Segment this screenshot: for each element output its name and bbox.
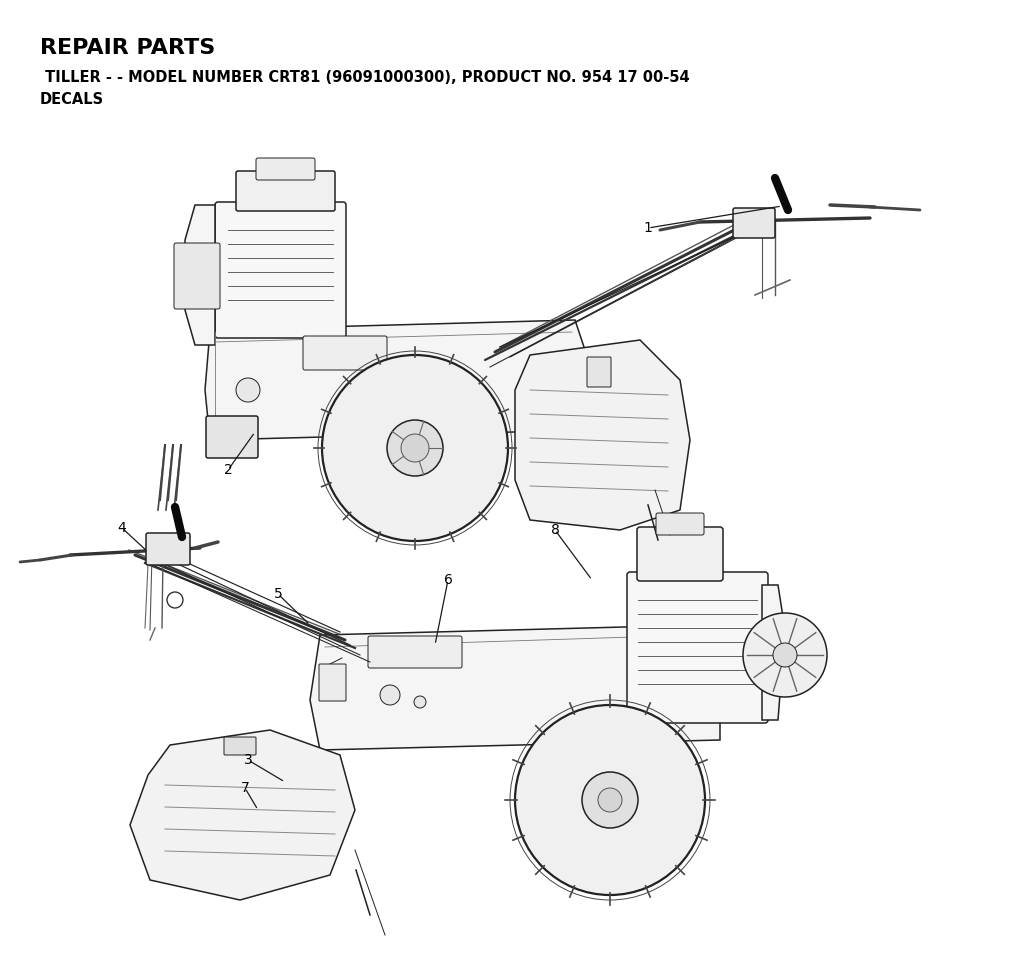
Polygon shape <box>310 625 720 750</box>
FancyBboxPatch shape <box>656 513 705 535</box>
Text: 3: 3 <box>244 753 252 767</box>
Circle shape <box>515 705 705 895</box>
Circle shape <box>322 355 508 541</box>
Text: 7: 7 <box>241 781 250 795</box>
FancyBboxPatch shape <box>587 357 611 387</box>
FancyBboxPatch shape <box>627 572 768 723</box>
Polygon shape <box>185 205 215 345</box>
Polygon shape <box>762 585 785 720</box>
FancyBboxPatch shape <box>733 208 775 238</box>
FancyBboxPatch shape <box>146 533 190 565</box>
Circle shape <box>401 434 429 462</box>
FancyBboxPatch shape <box>303 336 387 370</box>
Polygon shape <box>515 340 690 530</box>
Text: 5: 5 <box>273 587 283 601</box>
Polygon shape <box>205 320 590 440</box>
FancyBboxPatch shape <box>224 737 256 755</box>
FancyBboxPatch shape <box>256 158 315 180</box>
Text: 1: 1 <box>643 221 652 235</box>
Text: 4: 4 <box>118 521 126 535</box>
Circle shape <box>236 378 260 402</box>
Text: DECALS: DECALS <box>40 92 104 107</box>
FancyBboxPatch shape <box>174 243 220 309</box>
Circle shape <box>414 696 426 708</box>
Circle shape <box>380 685 400 705</box>
Circle shape <box>598 788 622 812</box>
Circle shape <box>147 767 223 843</box>
FancyBboxPatch shape <box>368 636 462 668</box>
Text: TILLER - - MODEL NUMBER CRT81 (96091000300), PRODUCT NO. 954 17 00-54: TILLER - - MODEL NUMBER CRT81 (960910003… <box>40 70 689 85</box>
Text: 2: 2 <box>223 463 232 477</box>
Text: REPAIR PARTS: REPAIR PARTS <box>40 38 215 58</box>
Text: 8: 8 <box>551 523 559 537</box>
Polygon shape <box>130 730 355 900</box>
Text: 6: 6 <box>443 573 453 587</box>
Circle shape <box>387 420 443 476</box>
Circle shape <box>773 643 797 667</box>
Circle shape <box>582 772 638 828</box>
Circle shape <box>743 613 827 697</box>
FancyBboxPatch shape <box>319 664 346 701</box>
FancyBboxPatch shape <box>215 202 346 338</box>
FancyBboxPatch shape <box>236 171 335 211</box>
FancyBboxPatch shape <box>206 416 258 458</box>
FancyBboxPatch shape <box>637 527 723 581</box>
